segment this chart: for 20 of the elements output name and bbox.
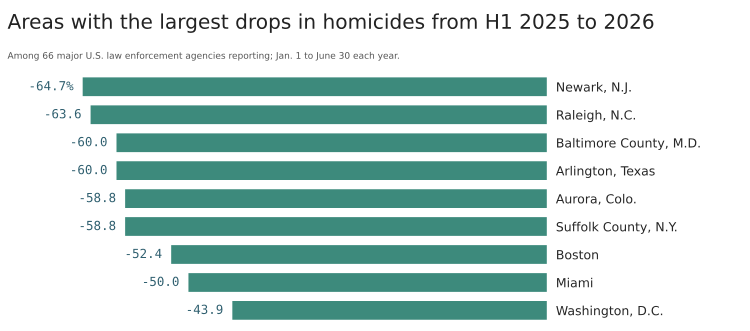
chart-title: Areas with the largest drops in homicides from H1 2025 to 2026	[8, 13, 654, 33]
data-label: -60.0	[72, 136, 107, 146]
data-label: -63.6	[46, 108, 81, 118]
y-tick-label: Miami	[557, 278, 592, 288]
y-tick-label: Aurora, Colo.	[556, 194, 636, 205]
chart-subtitle: Among 66 major U.S. law enforcement agencies reporting; Jan. 1 to June 30 each year.	[8, 52, 399, 61]
data-label: -58.8	[80, 220, 116, 230]
data-label: -64.7%	[30, 81, 74, 90]
y-tick-label: Arlington, Texas	[556, 166, 655, 178]
data-label: -58.8	[80, 192, 116, 202]
data-label: -43.9	[188, 304, 222, 314]
y-tick-label: Baltimore County, M.D.	[557, 138, 700, 150]
y-tick-label: Newark, N.J.	[557, 82, 631, 94]
data-label: -52.4	[126, 248, 162, 258]
y-tick-label: Raleigh, N.C.	[557, 110, 636, 122]
y-tick-label: Boston	[557, 250, 598, 260]
y-tick-label: Suffolk County, N.Y.	[556, 222, 676, 234]
y-tick-label: Washington, D.C.	[556, 306, 662, 318]
data-label: -60.0	[72, 164, 107, 174]
data-label: -50.0	[144, 276, 179, 286]
